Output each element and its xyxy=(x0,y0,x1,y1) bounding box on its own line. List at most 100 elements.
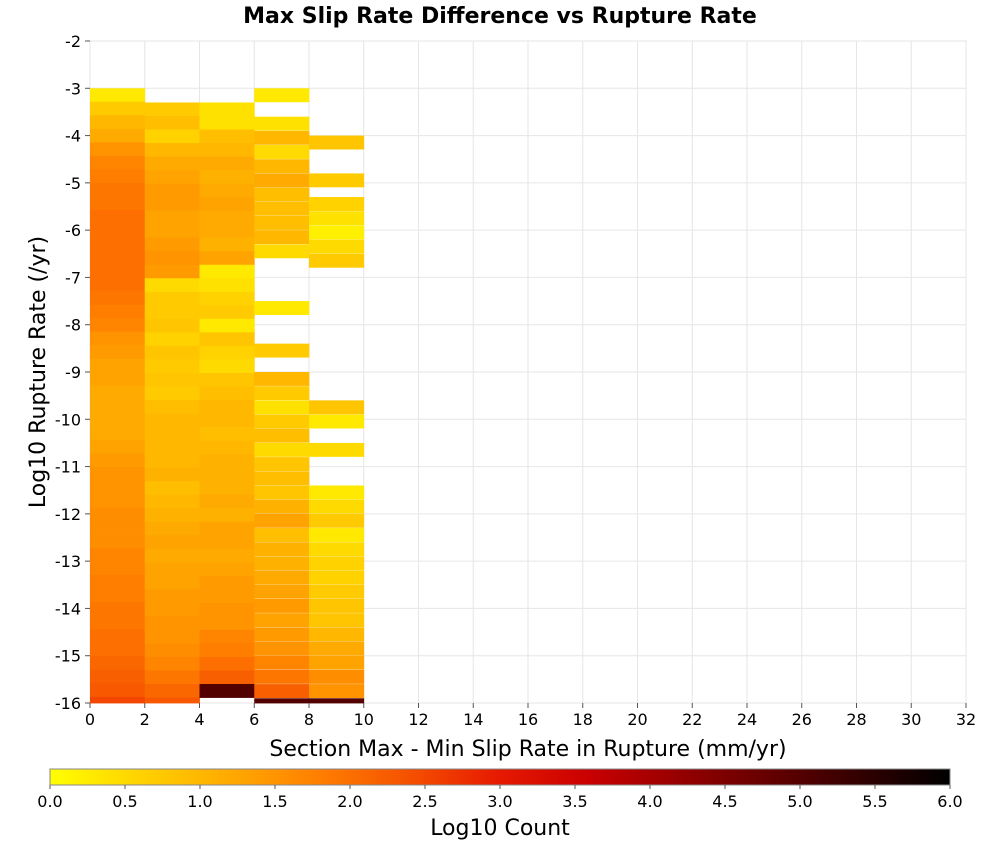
y-tick-label: -9 xyxy=(65,363,81,382)
heatmap-cell xyxy=(199,427,255,441)
x-tick-label: 6 xyxy=(249,710,259,729)
y-tick-label: -11 xyxy=(55,458,81,477)
heatmap-cell xyxy=(254,499,310,514)
heatmap-cell xyxy=(309,414,365,429)
heatmap-cell xyxy=(199,156,255,171)
heatmap-cell xyxy=(90,575,146,590)
heatmap-cell xyxy=(309,570,365,585)
heatmap-cell xyxy=(309,684,365,699)
heatmap-cell xyxy=(254,669,310,684)
heatmap-cell xyxy=(90,696,146,704)
heatmap-cell xyxy=(90,115,146,130)
heatmap-cell xyxy=(254,570,310,585)
heatmap-cell xyxy=(309,239,365,254)
heatmap-cell xyxy=(309,499,365,514)
heatmap-cell xyxy=(144,575,200,590)
heatmap-cell xyxy=(144,251,200,266)
heatmap-cell xyxy=(199,575,255,590)
heatmap-cell xyxy=(199,589,255,604)
heatmap-cell xyxy=(144,237,200,252)
heatmap-cell xyxy=(199,467,255,482)
heatmap-cell xyxy=(144,129,200,144)
heatmap-cell xyxy=(309,655,365,670)
heatmap-cell xyxy=(199,616,255,631)
heatmap-cell xyxy=(90,88,146,103)
heatmap-cell xyxy=(90,534,146,549)
heatmap-cell xyxy=(254,372,310,386)
heatmap-cell xyxy=(90,264,146,279)
heatmap-cell xyxy=(144,589,200,604)
x-tick-label: 2 xyxy=(140,710,150,729)
heatmap-cell xyxy=(144,670,200,685)
heatmap-cell xyxy=(254,471,310,486)
heatmap-cell xyxy=(144,156,200,171)
heatmap-cell xyxy=(199,291,255,306)
x-tick-label: 24 xyxy=(737,710,757,729)
heatmap-cell xyxy=(90,493,146,508)
heatmap-cell xyxy=(90,196,146,211)
heatmap-cell xyxy=(199,372,255,387)
heatmap-cell xyxy=(254,244,310,259)
heatmap-cell xyxy=(254,655,310,670)
heatmap-cell xyxy=(144,548,200,563)
heatmap-cell xyxy=(199,143,255,157)
y-tick-label: -3 xyxy=(65,79,81,98)
heatmap-cell xyxy=(144,102,200,117)
heatmap-cell xyxy=(199,332,255,347)
heatmap-cell xyxy=(199,278,255,293)
heatmap-cell xyxy=(90,345,146,360)
heatmap-cell xyxy=(90,669,146,684)
heatmap-cell xyxy=(254,698,310,704)
heatmap-cell xyxy=(90,412,146,427)
heatmap-cell xyxy=(144,616,200,631)
heatmap-cell xyxy=(90,142,146,157)
chart-title: Max Slip Rate Difference vs Rupture Rate xyxy=(243,4,757,29)
heatmap-cell xyxy=(199,656,255,671)
heatmap-cell xyxy=(90,561,146,576)
heatmap-cell xyxy=(144,427,200,441)
heatmap-cell xyxy=(90,548,146,563)
heatmap-cell xyxy=(90,521,146,535)
heatmap-cell xyxy=(144,602,200,617)
heatmap-cell xyxy=(90,277,146,292)
heatmap-cell xyxy=(199,602,255,617)
colorbar-label: Log10 Count xyxy=(430,816,570,841)
x-tick-label: 14 xyxy=(463,710,483,729)
heatmap-cell xyxy=(90,223,146,238)
heatmap-cell xyxy=(199,318,255,333)
heatmap-cell xyxy=(309,698,365,704)
heatmap-cell xyxy=(199,359,255,374)
heatmap-cell xyxy=(144,521,200,536)
colorbar-tick-label: 4.5 xyxy=(712,792,737,811)
heatmap-cell xyxy=(199,264,255,279)
heatmap-cell xyxy=(90,656,146,671)
heatmap-cell xyxy=(199,345,255,360)
x-axis-ticks: 0 2 4 6 8 10 12 14 16 18 20 22 24 26 28 30 32 xyxy=(85,703,976,729)
heatmap-cell xyxy=(144,143,200,157)
heatmap-cell xyxy=(90,453,146,468)
heatmap-cell xyxy=(144,629,200,644)
heatmap-cell xyxy=(254,414,310,429)
heatmap-cell xyxy=(144,278,200,293)
heatmap-cell xyxy=(90,642,146,657)
heatmap-cell xyxy=(199,562,255,577)
heatmap-cell xyxy=(199,508,255,523)
y-tick-label: -13 xyxy=(55,552,81,571)
heatmap-cell xyxy=(144,170,200,185)
heatmap-cell xyxy=(144,197,200,212)
heatmap-cell xyxy=(199,115,255,130)
x-tick-label: 8 xyxy=(304,710,314,729)
y-tick-label: -8 xyxy=(65,316,81,335)
heatmap-cell xyxy=(199,683,255,698)
heatmap-cell xyxy=(144,399,200,414)
heatmap-cell xyxy=(199,440,255,455)
heatmap-cell xyxy=(90,602,146,617)
heatmap-cell xyxy=(90,291,146,306)
y-axis-ticks: -2 -3 -4 -5 -6 -7 -8 -9 -10 -11 -12 -13 -14 -15 -16 xyxy=(55,32,90,713)
heatmap-cell xyxy=(90,439,146,454)
heatmap-cell xyxy=(144,183,200,198)
heatmap-cell xyxy=(254,556,310,571)
heatmap-cell xyxy=(144,318,200,333)
heatmap-cell xyxy=(199,210,255,225)
